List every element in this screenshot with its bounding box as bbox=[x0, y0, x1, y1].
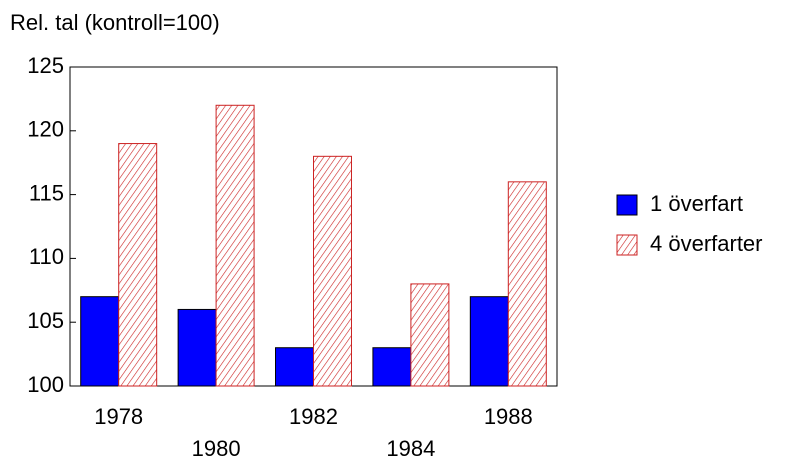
bar bbox=[313, 155, 352, 387]
x-tick-label: 1980 bbox=[192, 436, 241, 459]
x-tick-label: 1982 bbox=[289, 404, 338, 429]
y-tick-label: 110 bbox=[29, 244, 64, 269]
y-axis-label: Rel. tal (kontroll=100) bbox=[10, 10, 220, 35]
y-tick-label: 105 bbox=[27, 308, 64, 333]
bar bbox=[275, 347, 315, 387]
y-tick-label: 100 bbox=[27, 372, 64, 397]
bar bbox=[80, 296, 120, 387]
legend-label: 4 överfarter bbox=[650, 231, 763, 256]
bar bbox=[507, 181, 547, 387]
bar bbox=[410, 283, 450, 387]
x-tick-label: 1978 bbox=[94, 404, 143, 429]
legend-swatch bbox=[616, 194, 638, 216]
y-tick-label: 125 bbox=[27, 53, 64, 78]
x-tick-label: 1984 bbox=[386, 436, 435, 459]
bar bbox=[177, 308, 217, 387]
bar bbox=[118, 143, 158, 387]
bar bbox=[215, 104, 255, 387]
x-tick-label: 1988 bbox=[484, 404, 533, 429]
legend-swatch bbox=[616, 234, 638, 256]
y-tick-label: 115 bbox=[29, 180, 64, 205]
legend-label: 1 överfart bbox=[650, 191, 743, 216]
bar bbox=[469, 296, 509, 387]
bar bbox=[372, 347, 412, 387]
y-tick-label: 120 bbox=[27, 117, 64, 142]
